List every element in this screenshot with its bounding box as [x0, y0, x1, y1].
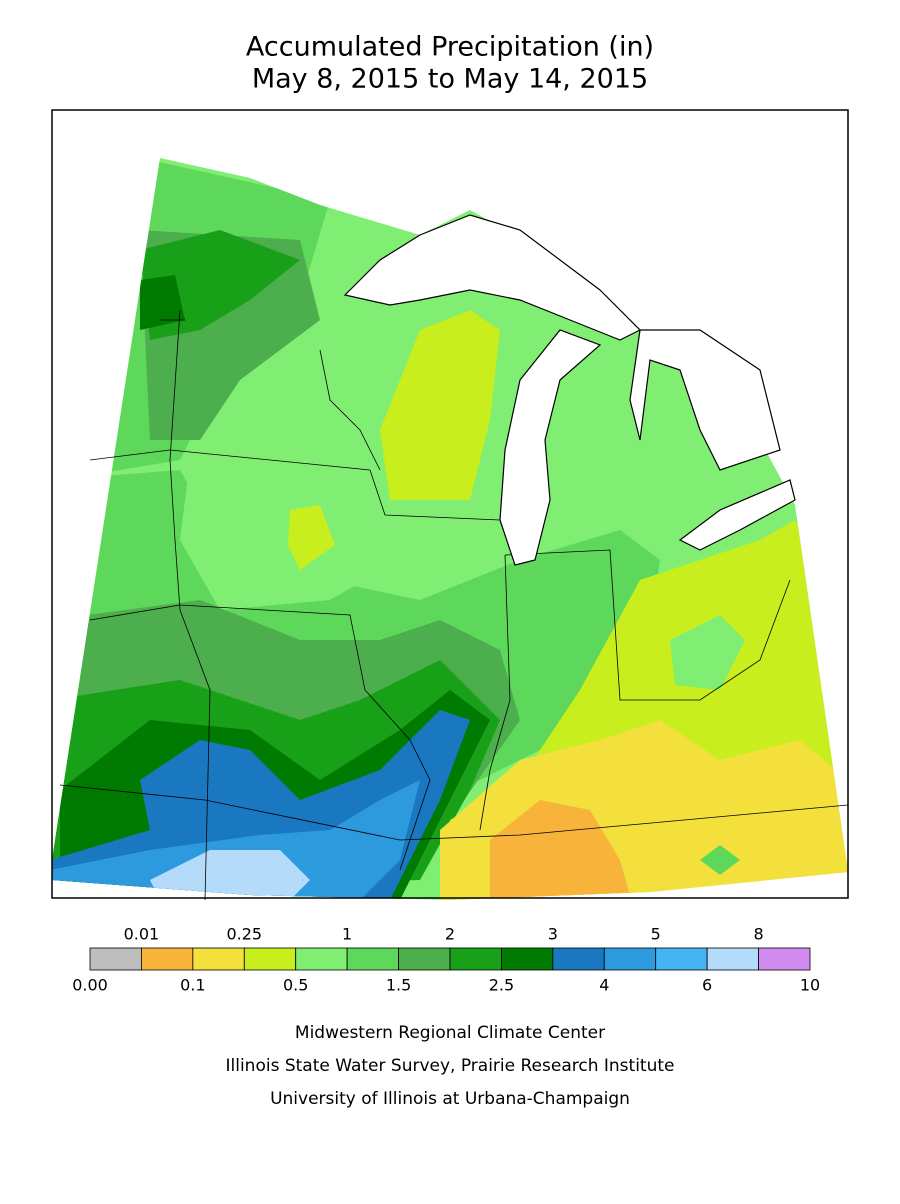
map-title: Accumulated Precipitation (in) [246, 32, 654, 63]
border-line [89, 449, 371, 471]
field-zone [380, 310, 500, 500]
legend-swatch [141, 947, 194, 971]
legend-label: 2 [445, 925, 455, 944]
legend-swatch [655, 947, 708, 971]
border-line [89, 604, 431, 871]
legend-label: 1.5 [386, 976, 411, 995]
legend-swatch [192, 947, 245, 971]
legend-label: 2.5 [489, 976, 514, 995]
legend-label: 4 [599, 976, 609, 995]
legend-label: 3 [548, 925, 558, 944]
field-zone [52, 780, 420, 900]
border-line [369, 469, 501, 521]
legend-swatch [552, 947, 605, 971]
border-line [319, 349, 381, 471]
state-borders [59, 309, 849, 901]
field-zone [288, 505, 335, 570]
lake-huron [629, 329, 781, 471]
border-line [169, 309, 211, 901]
legend-swatch [243, 947, 297, 971]
map-subtitle: May 8, 2015 to May 14, 2015 [252, 64, 648, 95]
lake-michigan [499, 329, 602, 566]
legend-label: 0.5 [283, 976, 308, 995]
legend-swatch [398, 947, 451, 971]
legend-label: 10 [800, 976, 820, 995]
legend-swatch [449, 947, 502, 971]
lakes [343, 214, 796, 566]
legend-label: 0.00 [72, 976, 108, 995]
legend-swatch [758, 947, 811, 971]
legend-swatch [603, 947, 657, 971]
legend-label: 0.1 [180, 976, 205, 995]
legend-label: 6 [702, 976, 712, 995]
footer-line: Illinois State Water Survey, Prairie Res… [226, 1056, 675, 1076]
legend-label: 5 [651, 925, 661, 944]
field-zone [670, 615, 745, 690]
legend-label: 8 [753, 925, 763, 944]
map-frame [51, 109, 849, 899]
field-zone [140, 275, 185, 330]
lake-superior [343, 214, 642, 341]
border-line [59, 784, 849, 841]
field-zone [490, 800, 630, 900]
field-zone [700, 845, 740, 875]
border-line [504, 549, 791, 701]
legend-label: 0.01 [124, 925, 160, 944]
legend-label: 1 [342, 925, 352, 944]
legend-swatch [501, 947, 554, 971]
border-line [479, 554, 511, 831]
legend-swatch [295, 947, 348, 971]
footer-line: University of Illinois at Urbana-Champai… [270, 1089, 630, 1109]
lake-erie [678, 479, 796, 551]
legend-swatch [706, 947, 759, 971]
legend-swatch [89, 947, 142, 971]
legend: 0.00 0.01 0.1 0.25 0.5 1 1.5 2 2.5 3 4 5 6 8 10 [72, 925, 820, 995]
footer-line: Midwestern Regional Climate Center [295, 1023, 605, 1043]
legend-swatch [346, 947, 399, 971]
legend-label: 0.25 [226, 925, 262, 944]
field-zone [150, 850, 310, 900]
